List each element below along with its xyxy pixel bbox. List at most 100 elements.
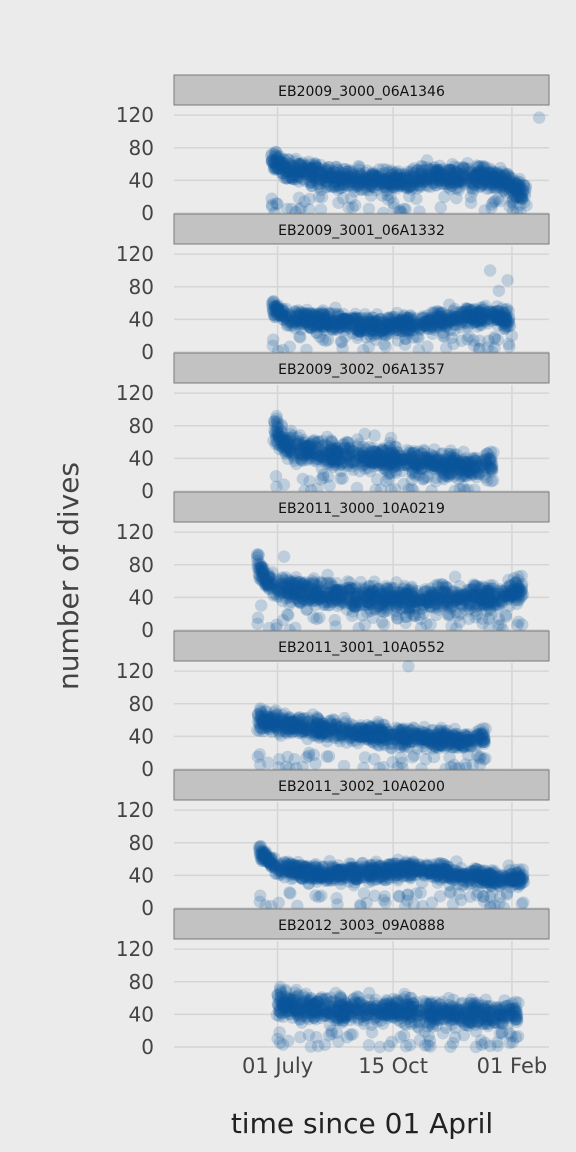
data-point <box>298 165 312 178</box>
data-point <box>295 201 308 215</box>
data-point <box>361 164 374 177</box>
data-point <box>269 470 283 483</box>
data-point <box>485 175 499 188</box>
data-point <box>389 173 402 186</box>
y-tick-label: 40 <box>129 168 154 192</box>
data-point <box>294 158 307 171</box>
data-point <box>292 175 306 188</box>
data-point <box>475 166 489 179</box>
data-point <box>477 160 490 173</box>
data-point <box>499 177 513 191</box>
data-point <box>334 172 347 185</box>
data-point <box>320 750 334 763</box>
data-point <box>293 203 306 216</box>
y-tick-label: 120 <box>116 103 154 127</box>
data-point <box>284 314 297 328</box>
data-point <box>326 583 339 597</box>
data-point <box>440 164 453 177</box>
data-point <box>270 156 283 169</box>
data-point <box>488 341 501 355</box>
data-point <box>446 158 459 171</box>
y-tick-label: 120 <box>116 798 154 822</box>
data-point <box>271 152 284 165</box>
y-tick-label: 120 <box>116 520 154 544</box>
data-point <box>445 164 458 177</box>
data-point <box>416 310 429 323</box>
data-point <box>327 166 340 179</box>
data-point <box>376 177 389 190</box>
data-point <box>440 739 453 752</box>
data-point <box>486 171 500 184</box>
data-point <box>407 170 420 183</box>
data-point <box>500 180 514 193</box>
data-point <box>309 173 322 186</box>
data-point <box>265 200 279 213</box>
data-point <box>348 173 361 186</box>
data-point <box>477 468 491 481</box>
data-point <box>434 163 447 177</box>
data-point <box>390 173 403 186</box>
data-point <box>438 174 452 187</box>
data-point <box>413 178 427 191</box>
data-point <box>497 184 510 197</box>
data-point <box>433 159 446 172</box>
data-point <box>501 274 514 287</box>
data-point <box>466 175 479 189</box>
data-point <box>409 179 423 192</box>
y-tick-label: 40 <box>129 446 154 470</box>
data-point <box>496 175 510 189</box>
data-point <box>291 165 305 179</box>
data-point <box>410 164 423 177</box>
data-point <box>414 168 427 181</box>
data-point <box>363 170 376 183</box>
data-point <box>287 160 301 173</box>
data-point <box>499 167 512 180</box>
data-point <box>306 164 319 177</box>
data-point <box>519 179 532 193</box>
data-point <box>315 167 329 180</box>
data-point <box>284 158 297 171</box>
data-point <box>359 166 372 180</box>
data-point <box>463 308 476 322</box>
data-point <box>418 175 431 188</box>
data-point <box>280 161 293 174</box>
data-point <box>293 170 306 184</box>
data-point <box>340 168 354 181</box>
data-point <box>408 166 422 179</box>
data-point <box>352 175 366 188</box>
data-point <box>286 172 299 185</box>
data-point <box>484 608 498 622</box>
data-point <box>318 175 331 188</box>
y-tick-label: 0 <box>141 757 154 781</box>
data-point <box>324 170 338 183</box>
data-point <box>391 445 404 459</box>
data-point <box>367 175 381 189</box>
data-point <box>321 470 335 483</box>
data-point <box>322 448 336 461</box>
data-point <box>515 193 529 206</box>
data-point <box>426 172 439 185</box>
data-point <box>433 169 446 182</box>
data-point <box>394 176 408 189</box>
data-point <box>440 174 454 188</box>
data-point <box>312 180 325 193</box>
data-point <box>456 480 470 494</box>
data-point <box>452 174 466 188</box>
data-point <box>298 162 312 175</box>
data-point <box>304 162 317 175</box>
data-point <box>441 172 454 185</box>
data-point <box>466 185 480 198</box>
data-point <box>423 170 436 184</box>
data-point <box>362 183 375 197</box>
data-point <box>353 167 366 180</box>
data-point <box>382 166 395 179</box>
data-point <box>450 191 463 205</box>
data-point <box>391 172 404 185</box>
data-point <box>503 200 516 213</box>
data-point <box>453 170 466 183</box>
data-point <box>488 178 501 192</box>
data-point <box>423 163 436 176</box>
data-point <box>395 175 408 188</box>
data-point <box>307 168 320 182</box>
data-point <box>394 179 408 192</box>
